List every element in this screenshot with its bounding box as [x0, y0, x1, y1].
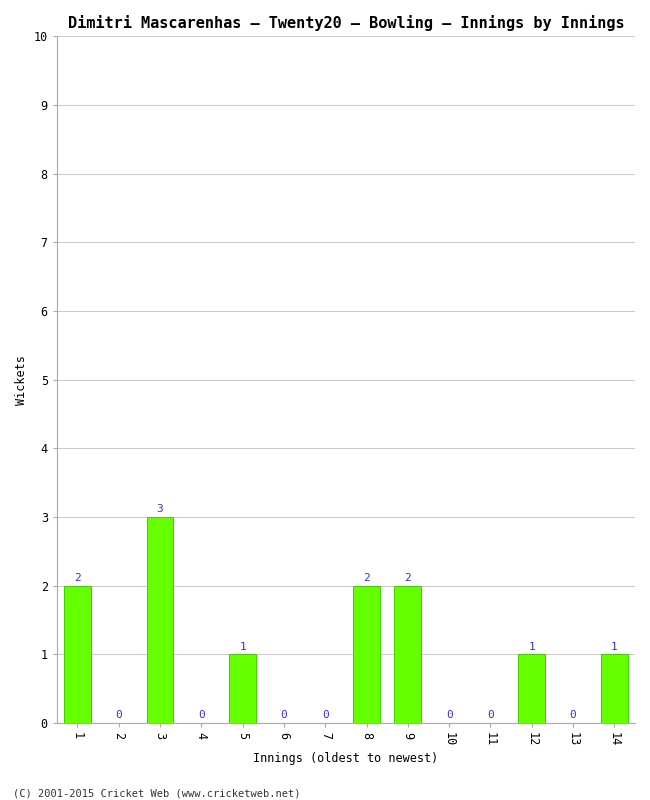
Bar [518, 654, 545, 723]
Text: 3: 3 [157, 504, 163, 514]
Text: 1: 1 [611, 642, 618, 652]
Bar [395, 586, 421, 723]
Text: 0: 0 [487, 710, 494, 721]
Text: 0: 0 [116, 710, 122, 721]
Title: Dimitri Mascarenhas – Twenty20 – Bowling – Innings by Innings: Dimitri Mascarenhas – Twenty20 – Bowling… [68, 15, 624, 31]
Text: (C) 2001-2015 Cricket Web (www.cricketweb.net): (C) 2001-2015 Cricket Web (www.cricketwe… [13, 788, 300, 798]
Text: 2: 2 [404, 573, 411, 583]
Text: 2: 2 [74, 573, 81, 583]
Text: 1: 1 [239, 642, 246, 652]
Text: 0: 0 [198, 710, 205, 721]
Bar [229, 654, 256, 723]
Text: 1: 1 [528, 642, 535, 652]
Y-axis label: Wickets: Wickets [15, 355, 28, 405]
Text: 0: 0 [322, 710, 329, 721]
X-axis label: Innings (oldest to newest): Innings (oldest to newest) [254, 752, 439, 765]
Text: 0: 0 [569, 710, 577, 721]
Text: 0: 0 [281, 710, 287, 721]
Text: 2: 2 [363, 573, 370, 583]
Bar [353, 586, 380, 723]
Bar [601, 654, 628, 723]
Text: 0: 0 [446, 710, 452, 721]
Bar [64, 586, 91, 723]
Bar [147, 517, 174, 723]
